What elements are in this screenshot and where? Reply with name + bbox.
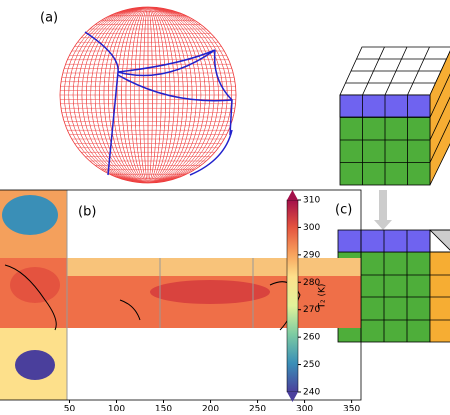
y-tick-label: 310	[303, 196, 320, 206]
y-tick-label: 250	[303, 360, 320, 370]
panel-label: (b)	[78, 205, 96, 220]
arrow	[374, 190, 392, 230]
x-tick-label: 350	[343, 405, 360, 412]
y-tick-label: 290	[303, 250, 320, 260]
x-tick-label: 150	[155, 405, 172, 412]
y-tick-label: 280	[303, 278, 320, 288]
y-tick-label: 300	[303, 223, 320, 233]
panel-label: (a)	[40, 11, 58, 26]
x-tick-label: 100	[108, 405, 125, 412]
colorbar-extend	[287, 392, 298, 402]
panel-label: (c)	[335, 203, 352, 218]
cube	[340, 47, 450, 185]
x-tick-label: 300	[296, 405, 313, 412]
x-tick-label: 50	[64, 405, 76, 412]
y-tick-label: 270	[303, 305, 320, 315]
y-tick-label: 260	[303, 333, 320, 343]
cubed-sphere	[60, 7, 236, 183]
colorbar	[287, 200, 298, 392]
y-tick-label: 240	[303, 388, 320, 398]
x-tick-label: 250	[249, 405, 266, 412]
x-tick-label: 200	[202, 405, 219, 412]
colorbar-extend	[287, 190, 298, 200]
